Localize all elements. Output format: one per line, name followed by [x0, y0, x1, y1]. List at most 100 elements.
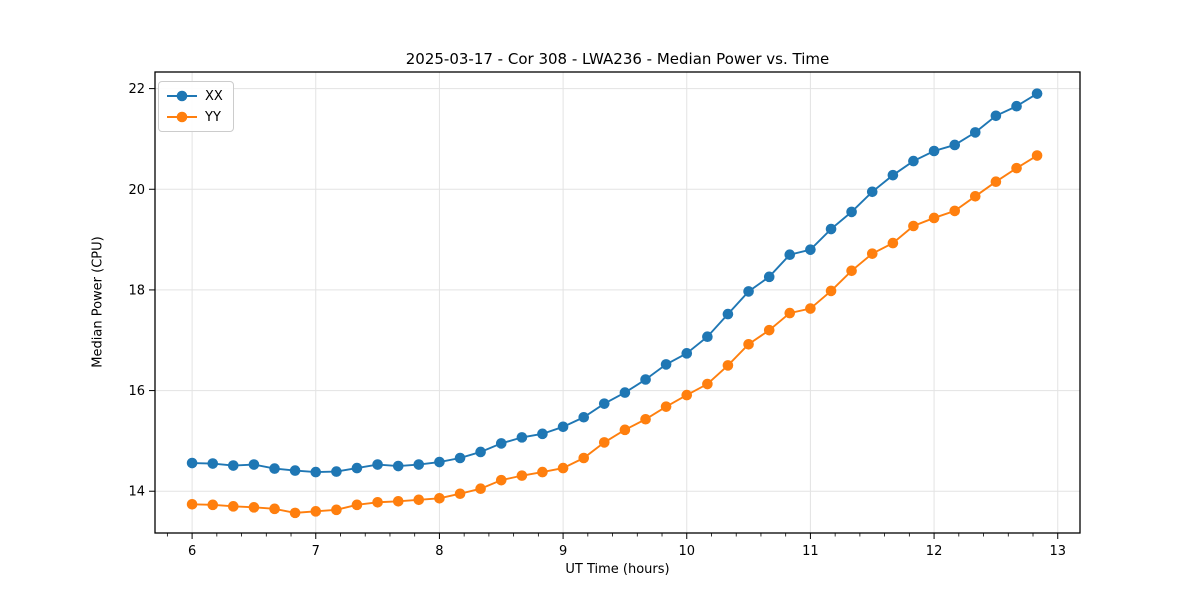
data-point-yy — [351, 499, 363, 511]
data-point-yy — [1011, 162, 1022, 174]
data-point-xx — [928, 145, 940, 157]
series-line-xx — [192, 92, 1038, 474]
data-point-xx — [227, 460, 239, 471]
data-point-xx — [372, 459, 383, 470]
legend-marker-yy — [167, 111, 197, 123]
data-point-yy — [289, 507, 301, 519]
series-line-yy — [192, 154, 1038, 514]
data-point-yy — [990, 176, 1002, 188]
data-point-xx — [331, 466, 342, 477]
data-point-yy — [825, 285, 837, 297]
chart-title: 2025-03-17 - Cor 308 - LWA236 - Median P… — [405, 50, 830, 68]
data-point-xx — [598, 398, 610, 409]
legend: XX YY — [158, 81, 234, 132]
data-point-xx — [289, 465, 301, 476]
legend-item-yy: YY — [166, 107, 223, 127]
data-point-yy — [928, 212, 940, 224]
x-axis-label: UT Time (hours) — [565, 562, 670, 577]
data-point-yy — [578, 452, 590, 464]
data-point-xx — [186, 457, 198, 469]
data-point-yy — [619, 424, 631, 436]
data-point-yy — [640, 413, 651, 425]
data-point-yy — [392, 495, 404, 507]
data-point-yy — [784, 307, 796, 319]
data-point-xx — [351, 462, 363, 474]
data-point-xx — [846, 206, 857, 218]
data-point-yy — [454, 488, 466, 500]
data-point-xx — [866, 186, 878, 198]
data-point-xx — [413, 459, 425, 470]
data-point-yy — [434, 492, 445, 504]
data-point-xx — [619, 387, 631, 398]
x-tick-label: 11 — [802, 544, 819, 559]
legend-label: YY — [205, 109, 221, 125]
x-tick-label: 9 — [559, 544, 567, 559]
data-point-xx — [784, 249, 796, 260]
data-point-yy — [557, 462, 569, 474]
data-point-xx — [743, 286, 754, 297]
data-point-xx — [392, 460, 404, 472]
data-point-xx — [660, 359, 672, 370]
data-point-xx — [578, 411, 590, 423]
data-point-yy — [866, 248, 878, 259]
data-point-yy — [1031, 150, 1043, 161]
y-tick-label: 18 — [128, 283, 145, 298]
data-point-xx — [969, 127, 981, 138]
data-point-xx — [763, 271, 775, 283]
x-tick-label: 13 — [1049, 544, 1066, 559]
y-tick-label: 16 — [128, 384, 145, 399]
x-tick-label: 8 — [435, 544, 443, 559]
y-tick-label: 22 — [128, 82, 145, 97]
data-point-xx — [248, 459, 260, 470]
data-point-xx — [825, 223, 837, 235]
y-tick-label: 20 — [128, 183, 145, 198]
legend-marker-xx — [167, 90, 197, 102]
data-point-yy — [681, 389, 693, 401]
data-point-xx — [640, 374, 651, 385]
data-point-xx — [269, 463, 280, 474]
data-point-xx — [949, 139, 961, 151]
data-point-yy — [269, 503, 280, 515]
x-tick-label: 12 — [926, 544, 943, 559]
data-point-yy — [743, 338, 754, 350]
y-axis-label: Median Power (CPU) — [90, 236, 106, 368]
data-point-xx — [537, 428, 548, 440]
legend-label: XX — [205, 88, 223, 104]
data-point-yy — [227, 501, 239, 512]
x-tick-label: 6 — [188, 544, 196, 559]
plot-border — [154, 71, 1081, 534]
data-point-xx — [207, 458, 219, 469]
data-point-yy — [186, 499, 198, 510]
data-point-yy — [495, 474, 507, 486]
x-tick-label: 10 — [678, 544, 695, 559]
data-point-yy — [763, 324, 775, 336]
y-tick-label: 14 — [128, 485, 145, 500]
data-point-xx — [557, 421, 569, 433]
x-tick-label: 7 — [312, 544, 320, 559]
data-point-yy — [660, 401, 672, 412]
data-point-yy — [413, 494, 425, 506]
data-point-yy — [331, 504, 342, 516]
data-point-xx — [908, 155, 919, 167]
data-point-yy — [805, 303, 816, 314]
data-point-yy — [969, 191, 981, 202]
data-point-xx — [495, 438, 507, 449]
data-point-xx — [990, 110, 1002, 122]
data-point-yy — [248, 502, 260, 513]
data-point-yy — [207, 499, 219, 511]
data-point-xx — [475, 446, 486, 458]
data-point-yy — [722, 360, 734, 371]
data-point-yy — [516, 470, 528, 481]
data-point-yy — [475, 483, 486, 495]
data-point-xx — [1011, 100, 1022, 112]
data-point-yy — [310, 506, 322, 517]
data-point-xx — [805, 244, 816, 255]
data-point-yy — [846, 265, 857, 277]
data-point-yy — [908, 220, 919, 232]
data-point-yy — [949, 205, 961, 217]
data-point-xx — [681, 348, 693, 359]
data-point-yy — [702, 378, 713, 390]
data-point-yy — [887, 237, 899, 249]
